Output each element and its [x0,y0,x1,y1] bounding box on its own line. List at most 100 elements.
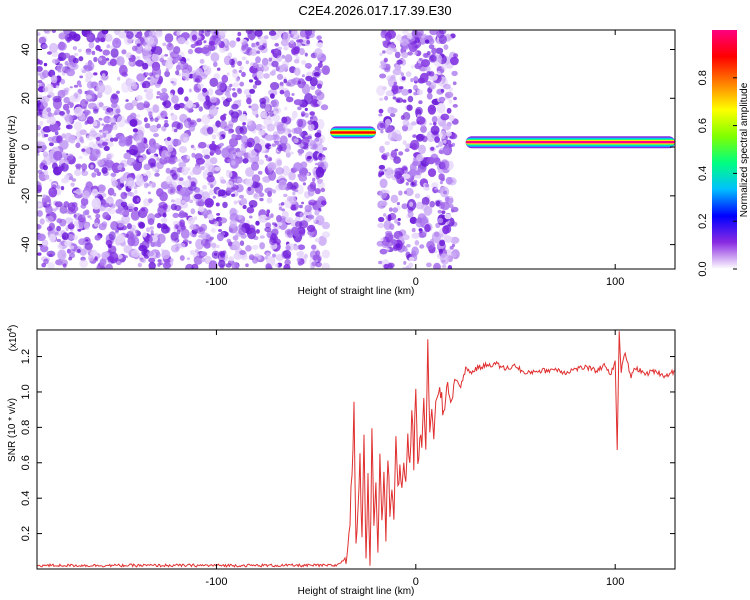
noise-cell [390,194,399,204]
noise-cell [126,31,134,39]
noise-cell [102,141,108,146]
noise-cell [81,163,88,171]
noise-cell [285,217,294,224]
noise-cell [304,204,312,213]
noise-cell [116,56,125,67]
noise-cell [239,128,245,134]
noise-cell [444,196,450,203]
noise-cell [442,123,451,131]
noise-cell [438,173,445,181]
noise-cell [160,217,168,223]
noise-cell [130,227,135,233]
noise-cell [379,73,387,79]
noise-cell [49,42,59,53]
noise-cell [191,152,196,158]
colorbar-ticks: 0.0 0.2 0.4 0.6 0.8 [697,70,737,277]
noise-cell [231,64,235,68]
noise-cell [94,149,102,156]
noise-cell [83,64,93,72]
noise-cell [443,235,453,243]
noise-cell [428,55,437,63]
noise-cell [61,177,69,184]
noise-cell [394,218,399,224]
noise-cell [281,54,285,59]
noise-cell [78,156,83,159]
noise-cell [391,85,399,94]
noise-cell [83,106,87,110]
noise-cell [435,47,444,54]
noise-cell [149,226,154,230]
noise-cell [413,91,418,96]
noise-cell [276,215,282,223]
noise-cell [202,184,207,190]
noise-cell [307,214,315,220]
noise-cell [301,60,307,65]
colorbar-gradient [712,30,737,269]
noise-cell [103,84,112,95]
noise-cell [113,124,118,131]
noise-cell [440,88,445,93]
noise-cell [167,56,173,63]
noise-cell [269,110,275,117]
noise-cell [174,205,182,211]
noise-cell [189,249,195,256]
noise-cell [282,31,291,43]
colorbar-tick-label: 0.2 [697,214,709,229]
noise-cell [195,78,201,83]
noise-cell [56,185,61,190]
noise-cell [60,89,69,96]
noise-cell [188,240,192,244]
noise-cell [58,166,63,173]
noise-cell [215,244,220,249]
noise-cell [77,228,82,232]
noise-cell [252,62,259,69]
noise-cell [227,158,233,163]
noise-cell [401,203,409,210]
noise-cell [190,208,196,215]
noise-cell [304,62,312,69]
noise-cell [398,151,404,156]
noise-cell [187,216,195,225]
noise-cell [209,77,219,87]
noise-cell [239,250,246,256]
noise-cell [266,123,275,132]
noise-cell [248,105,252,109]
noise-cell [410,65,415,69]
noise-cell [176,31,180,36]
noise-cell [444,213,452,220]
noise-cell [409,163,417,171]
noise-cell [379,122,385,129]
noise-cell [439,181,443,185]
noise-cell [229,219,237,228]
noise-cell [438,96,446,103]
noise-cell [246,137,255,148]
noise-cell [281,208,285,212]
noise-cell [139,257,145,263]
noise-cell [385,152,390,157]
noise-cell [240,146,247,154]
noise-cell [209,96,217,103]
noise-cell [38,36,47,45]
noise-cell [164,116,169,120]
noise-cell [261,215,268,220]
noise-cell [314,209,320,216]
noise-cell [394,171,402,180]
noise-cell [383,213,387,217]
noise-cell [407,210,412,213]
noise-cell [161,249,171,260]
noise-cell [54,231,59,236]
noise-cell [91,50,96,56]
noise-cell [175,70,180,76]
noise-cell [67,234,75,240]
noise-cell [239,66,244,70]
noise-cell [237,60,243,66]
noise-cell [378,108,384,114]
noise-cell [321,65,330,75]
noise-cell [261,125,266,130]
noise-cell [242,205,247,209]
noise-cell [255,220,260,226]
noise-cell [90,164,94,169]
noise-cell [238,227,246,236]
noise-cell [305,30,313,37]
noise-cell [315,166,325,178]
